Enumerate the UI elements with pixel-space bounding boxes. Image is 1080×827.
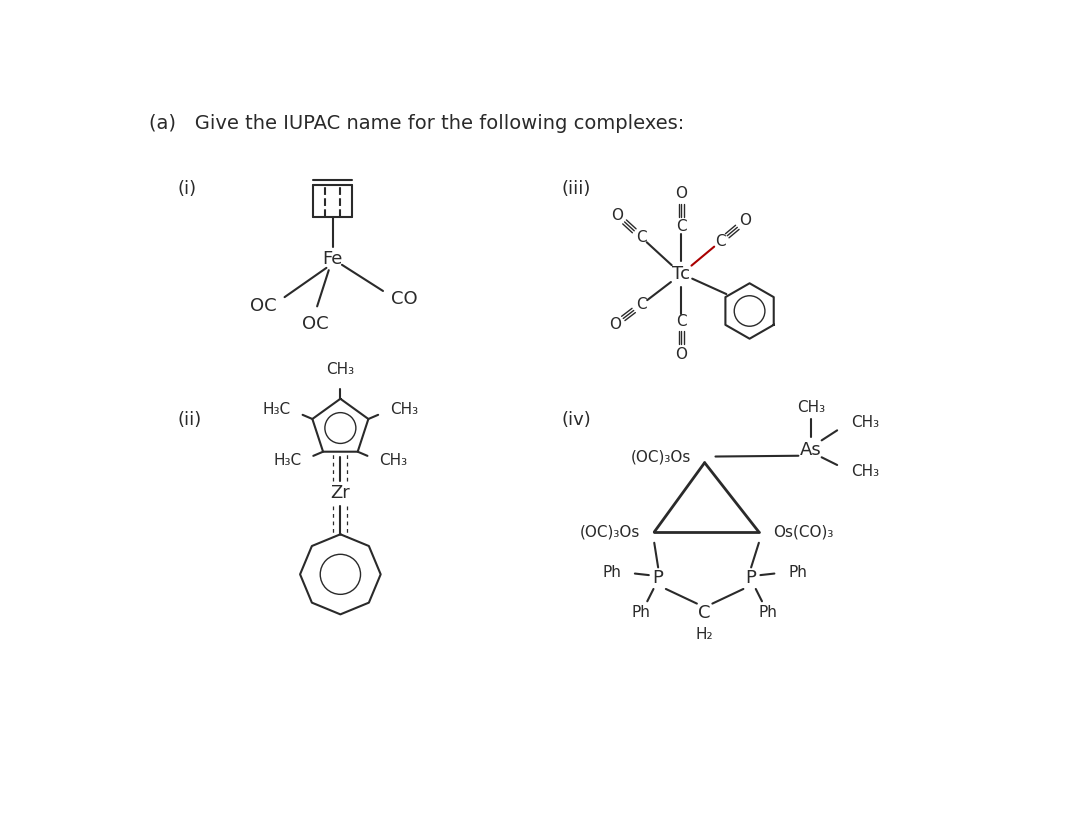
Text: C: C bbox=[676, 314, 687, 329]
Text: Fe: Fe bbox=[323, 250, 342, 268]
Text: H₃C: H₃C bbox=[273, 453, 301, 468]
Text: Os(CO)₃: Os(CO)₃ bbox=[773, 524, 833, 539]
Text: Ph: Ph bbox=[602, 565, 621, 580]
Text: O: O bbox=[611, 208, 623, 222]
Text: CH₃: CH₃ bbox=[390, 402, 418, 418]
Text: O: O bbox=[675, 186, 687, 202]
Text: C: C bbox=[676, 219, 687, 234]
Text: CO: CO bbox=[391, 289, 417, 308]
Text: (i): (i) bbox=[177, 180, 197, 198]
Text: Ph: Ph bbox=[632, 605, 650, 620]
Text: C: C bbox=[715, 234, 726, 249]
Text: CH₃: CH₃ bbox=[379, 453, 407, 468]
Text: P: P bbox=[652, 569, 663, 587]
Text: Zr: Zr bbox=[330, 485, 350, 503]
Text: Tc: Tc bbox=[673, 265, 690, 283]
Text: CH₃: CH₃ bbox=[851, 464, 879, 479]
Text: O: O bbox=[609, 317, 621, 332]
Text: (iii): (iii) bbox=[562, 180, 591, 198]
Text: OC: OC bbox=[302, 315, 329, 333]
Text: (OC)₃Os: (OC)₃Os bbox=[631, 449, 691, 464]
Text: As: As bbox=[800, 441, 822, 459]
Text: (iv): (iv) bbox=[562, 411, 591, 429]
Text: C: C bbox=[699, 604, 711, 622]
Text: CH₃: CH₃ bbox=[326, 362, 354, 377]
Text: O: O bbox=[675, 347, 687, 361]
Text: CH₃: CH₃ bbox=[797, 399, 825, 414]
Text: CH₃: CH₃ bbox=[851, 415, 879, 430]
Text: Ph: Ph bbox=[788, 565, 807, 580]
Text: C: C bbox=[636, 230, 647, 245]
Text: C: C bbox=[636, 298, 647, 313]
Text: H₃C: H₃C bbox=[262, 402, 291, 418]
Text: Ph: Ph bbox=[759, 605, 778, 620]
Text: P: P bbox=[745, 569, 757, 587]
Text: OC: OC bbox=[249, 298, 276, 315]
Text: (ii): (ii) bbox=[177, 411, 202, 429]
Text: H₂: H₂ bbox=[696, 627, 714, 642]
Text: (OC)₃Os: (OC)₃Os bbox=[580, 524, 640, 539]
Text: O: O bbox=[739, 213, 751, 228]
Text: (a)   Give the IUPAC name for the following complexes:: (a) Give the IUPAC name for the followin… bbox=[149, 114, 685, 133]
